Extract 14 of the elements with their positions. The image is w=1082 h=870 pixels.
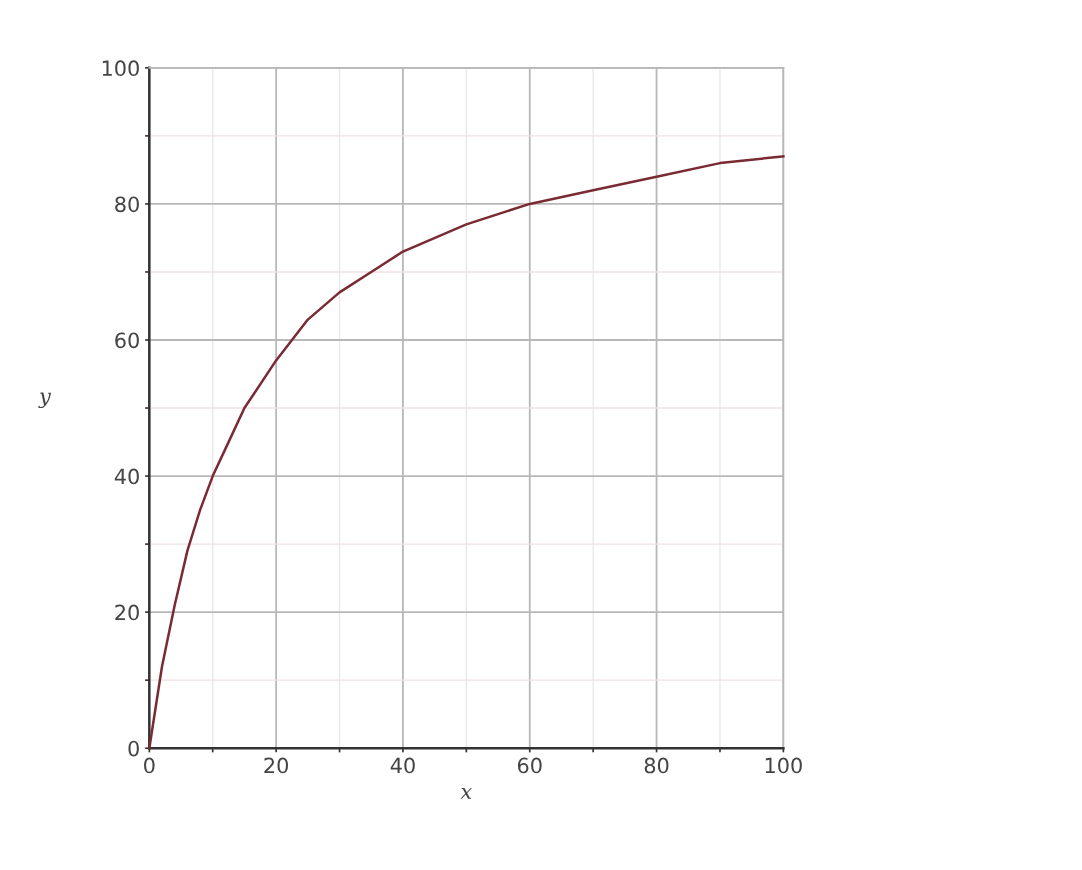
x-tick-label: 80 xyxy=(644,757,669,774)
y-axis-title: y xyxy=(38,392,52,409)
x-tick-label: 40 xyxy=(390,757,415,774)
y-tick-label: 20 xyxy=(115,604,139,621)
y-tick-label: 40 xyxy=(114,468,139,485)
y-tick-label: 100 xyxy=(102,60,139,77)
x-tick-label: 20 xyxy=(264,757,288,774)
x-tick-label: 60 xyxy=(517,757,542,774)
x-tick-label: 0 xyxy=(144,757,155,774)
x-tick-label: 100 xyxy=(765,757,802,774)
y-tick-label: 80 xyxy=(115,196,139,213)
y-tick-label: 0 xyxy=(128,740,139,757)
x-axis-title: x xyxy=(460,787,472,799)
y-tick-label: 60 xyxy=(115,332,139,349)
